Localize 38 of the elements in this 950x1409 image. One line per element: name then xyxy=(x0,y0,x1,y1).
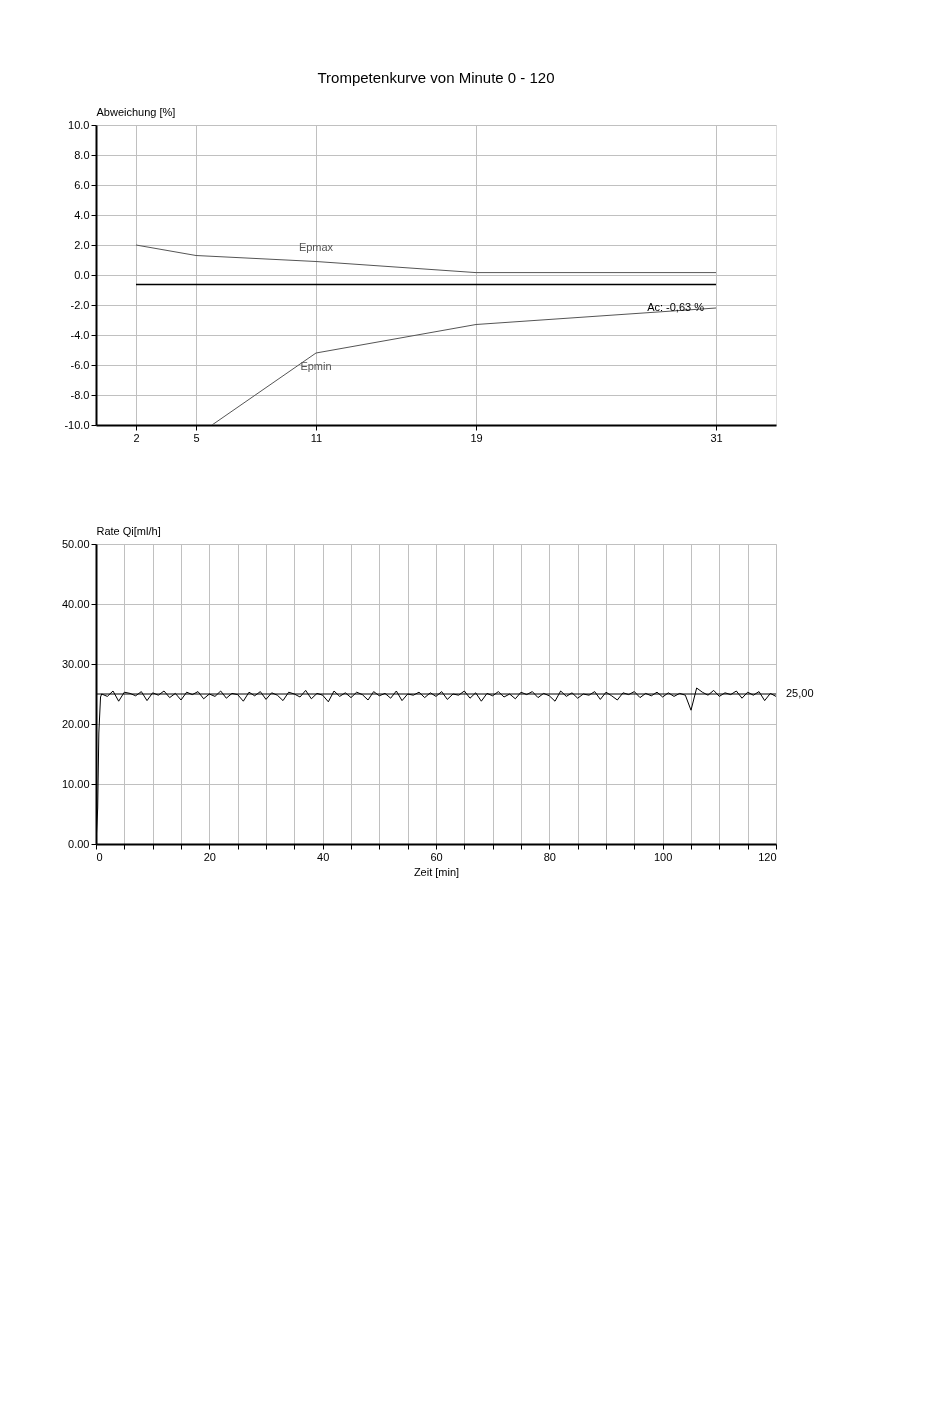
x-tick-label: 11 xyxy=(310,431,323,444)
y-tick-label: 6.0 xyxy=(74,178,90,191)
y-tick-label: 30.00 xyxy=(61,657,90,670)
x-tick-label: 31 xyxy=(710,431,723,444)
x-tick-label: 40 xyxy=(317,850,330,863)
y-tick-label: 10.0 xyxy=(68,118,90,131)
y-tick-label: 0.0 xyxy=(74,268,90,281)
x-tick-label: 2 xyxy=(133,431,140,444)
y-tick-label: -8.0 xyxy=(70,388,90,401)
y-tick-label: 20.00 xyxy=(61,717,90,730)
y-tick-label: 4.0 xyxy=(74,208,90,221)
y-tick-label: -6.0 xyxy=(70,358,90,371)
y-tick-label: 50.00 xyxy=(61,537,90,550)
y-tick-label: 0.00 xyxy=(68,837,90,850)
series-label: Epmax xyxy=(298,240,334,253)
y-tick-label: -4.0 xyxy=(70,328,90,341)
line-series xyxy=(135,244,717,274)
x-tick-label: 60 xyxy=(430,850,443,863)
chart-title: Trompetenkurve von Minute 0 - 120 xyxy=(317,69,555,86)
y-axis-title: Rate Qi[ml/h] xyxy=(96,524,161,537)
y-tick-label: 40.00 xyxy=(61,597,90,610)
annotation: Ac: -0,63 % xyxy=(647,301,705,313)
x-tick-label: 0 xyxy=(96,850,103,863)
x-tick-label: 5 xyxy=(193,431,200,444)
ref-line-label: 25,00 xyxy=(786,687,814,699)
y-tick-label: 2.0 xyxy=(74,238,90,251)
x-tick-label: 120 xyxy=(758,850,777,863)
y-tick-label: -2.0 xyxy=(70,298,90,311)
x-tick-label: 19 xyxy=(470,431,483,444)
x-tick-label: 100 xyxy=(653,850,673,863)
x-tick-label: 20 xyxy=(203,850,216,863)
y-tick-label: 10.00 xyxy=(61,777,90,790)
y-axis-title: Abweichung [%] xyxy=(96,105,176,118)
series-label: Epmin xyxy=(300,360,332,372)
x-tick-label: 80 xyxy=(543,850,556,863)
y-tick-label: 8.0 xyxy=(74,148,90,161)
x-axis-title: Zeit [min] xyxy=(413,865,460,878)
y-tick-label: -10.0 xyxy=(64,418,90,431)
